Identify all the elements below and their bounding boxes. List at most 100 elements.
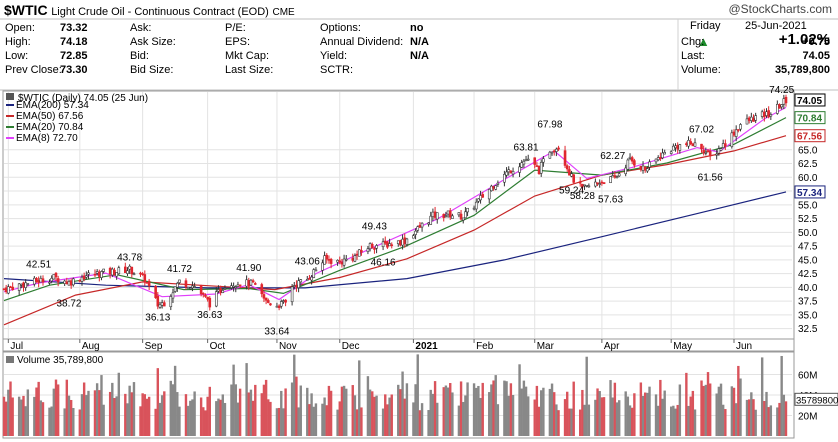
price-annotation: 67.98 — [537, 119, 562, 130]
date-tick-label: Dec — [342, 341, 360, 352]
volume-bar — [219, 399, 222, 436]
date-tick-label: Jul — [10, 341, 23, 352]
price-candle — [626, 159, 630, 170]
volume-bar — [371, 391, 374, 436]
volume-bar — [418, 410, 422, 436]
volume-bar — [143, 394, 147, 436]
price-candle — [4, 287, 8, 293]
price-candle — [691, 143, 695, 147]
price-candle — [674, 145, 677, 149]
price-candle — [669, 151, 673, 154]
volume-bar — [702, 385, 705, 436]
volume-bar — [780, 355, 783, 436]
quote-label: Open: — [5, 22, 35, 34]
price-candle — [464, 211, 467, 219]
volume-bar — [158, 402, 162, 436]
volume-bar — [401, 371, 404, 436]
price-candle — [431, 211, 435, 217]
quote-right-value: 35,789,800 — [774, 64, 830, 76]
volume-bar — [600, 397, 604, 436]
legend-entry: EMA(200) 57.34 — [16, 100, 89, 111]
volume-bar — [139, 406, 142, 436]
volume-bar — [708, 383, 712, 436]
price-candle — [56, 278, 60, 283]
price-annotation: 46.16 — [371, 257, 396, 268]
price-candle — [609, 176, 612, 184]
volume-bar — [511, 395, 515, 436]
price-candle — [266, 300, 270, 303]
price-candle — [234, 286, 238, 289]
volume-bar — [230, 384, 233, 436]
date-tick-label: Aug — [82, 341, 100, 352]
price-candle — [685, 143, 688, 145]
price-candle — [433, 211, 437, 218]
price-candle — [717, 148, 721, 154]
price-candle — [35, 278, 38, 282]
volume-bar — [533, 399, 536, 436]
volume-bar — [446, 387, 450, 436]
price-candle — [403, 237, 407, 244]
symbol: $WTIC — [4, 2, 48, 18]
price-candle — [7, 286, 10, 294]
volume-bar — [154, 408, 157, 436]
price-annotations: 42.51 38.72 43.78 36.13 41.72 36.63 41.90 33.64… — [26, 85, 794, 337]
price-candle — [366, 248, 370, 252]
volume-bar — [336, 409, 339, 436]
volume-bar — [24, 406, 27, 436]
volume-bar — [630, 407, 634, 436]
volume-bar — [734, 403, 738, 436]
volume-bar — [704, 384, 708, 436]
volume-bar — [325, 405, 328, 436]
volume-bar — [615, 402, 619, 436]
volume-bar — [442, 387, 445, 436]
volume-bar — [381, 408, 385, 436]
volume-bar — [520, 388, 523, 436]
quote-value: 73.30 — [60, 64, 88, 76]
price-candle — [520, 162, 524, 168]
volume-bar — [132, 382, 136, 436]
volume-bar — [412, 402, 415, 436]
volume-bar — [555, 404, 558, 436]
price-candle — [401, 238, 404, 246]
price-candle — [247, 280, 251, 287]
price-candle — [594, 181, 597, 187]
price-candle — [600, 181, 604, 184]
volume-bar — [360, 407, 363, 436]
stockcharts-watermark[interactable]: @StockCharts.com — [728, 2, 832, 16]
price-candle — [570, 173, 573, 177]
volume-bar — [643, 392, 647, 436]
volume-bar — [477, 385, 480, 436]
price-candle — [661, 152, 664, 159]
price-candle — [663, 152, 666, 155]
price-candle — [399, 240, 402, 246]
price-candle — [2, 288, 6, 291]
volume-bar — [48, 407, 51, 436]
price-candle — [492, 186, 495, 189]
price-candle — [414, 230, 417, 235]
price-candle — [312, 269, 316, 278]
price-candle — [487, 189, 491, 200]
volume-bar — [420, 403, 424, 436]
volume-bar — [436, 402, 439, 436]
price-annotation: 67.02 — [689, 125, 714, 136]
volume-bar — [646, 392, 649, 436]
quote-label: High: — [5, 36, 31, 48]
volume-bar — [215, 401, 218, 436]
price-candle — [412, 235, 415, 239]
price-candle — [780, 104, 783, 108]
volume-bar — [505, 381, 508, 436]
volume-bar — [494, 375, 497, 436]
price-candle — [396, 240, 400, 245]
price-candle — [630, 157, 634, 162]
volume-bar — [776, 407, 779, 436]
price-candle — [373, 248, 376, 250]
volume-bar — [115, 396, 118, 436]
price-candle — [191, 285, 194, 289]
volume-bar — [405, 383, 409, 436]
volume-bar — [126, 403, 129, 436]
volume-bar — [522, 380, 526, 436]
price-candle — [141, 273, 144, 275]
price-candle — [370, 244, 374, 248]
volume-bar — [598, 391, 601, 436]
price-candle — [108, 267, 112, 275]
